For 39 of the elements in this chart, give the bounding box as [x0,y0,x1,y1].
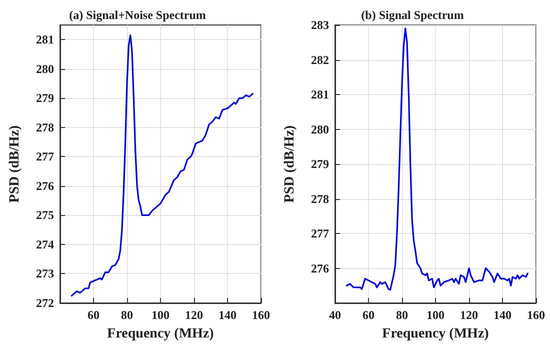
x-tick-label: 140 [218,308,236,322]
x-tick-label: 120 [460,308,478,322]
y-tick-label: 280 [311,122,329,136]
x-tick-label: 80 [121,308,133,322]
y-axis-title: PSD (dB/Hz) [8,124,22,203]
y-tick-label: 280 [36,62,54,76]
y-tick-label: 279 [311,157,329,171]
x-tick-label: 120 [185,308,203,322]
x-tick-label: 160 [527,308,545,322]
line-series [70,34,254,296]
line-series [346,28,528,291]
x-tick-label: 40 [329,308,341,322]
x-tick-label: 100 [152,308,170,322]
chart-title: (b) Signal Spectrum [361,8,464,22]
x-tick-label: 160 [252,308,270,322]
x-tick-label: 80 [396,308,408,322]
x-axis-title: Frequency (MHz) [382,326,490,342]
chart-title: (a) Signal+Noise Spectrum [69,8,206,22]
y-tick-label: 274 [36,237,54,252]
y-tick-label: 278 [311,192,329,206]
y-tick-label: 281 [36,32,54,47]
y-tick-label: 283 [311,18,329,32]
y-tick-label: 276 [36,178,54,193]
x-tick-label: 140 [494,308,512,322]
x-tick-label: 60 [362,308,374,322]
y-axis-title: PSD (dB/Hz) [282,124,298,203]
y-tick-label: 282 [311,52,329,67]
x-tick-label: 100 [426,308,444,322]
y-tick-label: 279 [36,91,54,106]
y-tick-label: 277 [311,226,329,240]
y-tick-label: 281 [311,88,329,102]
x-axis-title: Frequency (MHz) [107,326,214,342]
y-tick-label: 278 [36,120,54,134]
y-tick-label: 275 [36,208,54,222]
y-tick-label: 276 [311,261,329,276]
y-tick-label: 277 [36,150,54,164]
y-tick-label: 273 [36,266,54,281]
x-tick-label: 60 [88,308,100,322]
y-tick-label: 272 [36,296,54,310]
